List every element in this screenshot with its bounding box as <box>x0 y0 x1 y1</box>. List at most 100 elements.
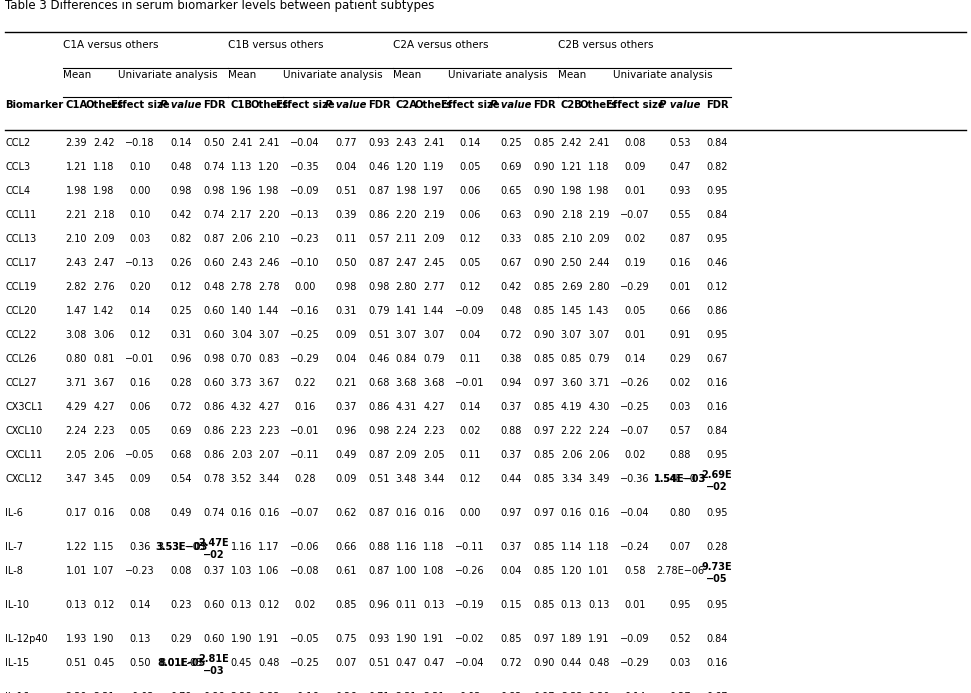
Text: −0.09: −0.09 <box>620 634 650 644</box>
Text: 0.84: 0.84 <box>706 634 727 644</box>
Text: 0.00: 0.00 <box>459 508 481 518</box>
Text: 0.01: 0.01 <box>624 186 646 196</box>
Text: 2.17: 2.17 <box>231 210 252 220</box>
Text: 0.51: 0.51 <box>368 330 389 340</box>
Text: 1.14: 1.14 <box>561 542 583 552</box>
Text: 3.06: 3.06 <box>93 330 115 340</box>
Text: 0.49: 0.49 <box>170 508 191 518</box>
Text: 0.13: 0.13 <box>423 600 445 610</box>
Text: Others: Others <box>85 100 123 110</box>
Text: 0.82: 0.82 <box>706 162 727 172</box>
Text: 0.25: 0.25 <box>500 138 521 148</box>
Text: 2.81E: 2.81E <box>199 654 229 664</box>
Text: 4.31: 4.31 <box>396 402 418 412</box>
Text: 0.42: 0.42 <box>170 210 191 220</box>
Text: −05: −05 <box>706 574 728 584</box>
Text: 0.01: 0.01 <box>624 600 646 610</box>
Text: 2.31: 2.31 <box>93 692 115 693</box>
Text: −0.36: −0.36 <box>620 474 650 484</box>
Text: −0.16: −0.16 <box>290 692 319 693</box>
Text: CCL17: CCL17 <box>5 258 36 268</box>
Text: −0.05: −0.05 <box>290 634 319 644</box>
Text: 0.88: 0.88 <box>500 426 521 436</box>
Text: 1.08: 1.08 <box>423 566 445 576</box>
Text: 0.85: 0.85 <box>533 474 554 484</box>
Text: 3.67: 3.67 <box>93 378 115 388</box>
Text: 2.44: 2.44 <box>588 258 610 268</box>
Text: 0.71: 0.71 <box>368 692 389 693</box>
Text: IL-15: IL-15 <box>5 658 29 668</box>
Text: 0.17: 0.17 <box>66 508 87 518</box>
Text: C1B versus others: C1B versus others <box>228 40 323 50</box>
Text: FDR: FDR <box>533 100 555 110</box>
Text: IL-16: IL-16 <box>5 692 29 693</box>
Text: Mean: Mean <box>228 70 256 80</box>
Text: 2.06: 2.06 <box>588 450 610 460</box>
Text: 4.29: 4.29 <box>66 402 87 412</box>
Text: 1.90: 1.90 <box>93 634 115 644</box>
Text: 0.04: 0.04 <box>335 354 356 364</box>
Text: 0.60: 0.60 <box>203 378 224 388</box>
Text: 1.47: 1.47 <box>66 306 87 316</box>
Text: 0.85: 0.85 <box>533 402 554 412</box>
Text: 2.78E−06: 2.78E−06 <box>656 566 704 576</box>
Text: 0.04: 0.04 <box>500 566 521 576</box>
Text: −0.25: −0.25 <box>290 658 319 668</box>
Text: 0.95: 0.95 <box>706 186 727 196</box>
Text: 1.98: 1.98 <box>93 186 115 196</box>
Text: −0.26: −0.26 <box>455 566 485 576</box>
Text: −03: −03 <box>203 667 225 676</box>
Text: 0.97: 0.97 <box>533 378 554 388</box>
Text: 1.18: 1.18 <box>588 162 610 172</box>
Text: 0.37: 0.37 <box>203 566 224 576</box>
Text: 0.52: 0.52 <box>669 634 690 644</box>
Text: 0.01: 0.01 <box>669 282 690 292</box>
Text: −0.25: −0.25 <box>620 402 650 412</box>
Text: 4.27: 4.27 <box>258 402 280 412</box>
Text: 0.02: 0.02 <box>669 378 690 388</box>
Text: 0.09: 0.09 <box>624 162 646 172</box>
Text: 0.16: 0.16 <box>294 402 316 412</box>
Text: 0.04: 0.04 <box>335 162 356 172</box>
Text: Others: Others <box>580 100 618 110</box>
Text: 0.02: 0.02 <box>459 426 481 436</box>
Text: 0.98: 0.98 <box>368 426 389 436</box>
Text: 0.85: 0.85 <box>533 450 554 460</box>
Text: 0.19: 0.19 <box>624 258 646 268</box>
Text: 0.11: 0.11 <box>396 600 418 610</box>
Text: 2.18: 2.18 <box>93 210 115 220</box>
Text: 0.47: 0.47 <box>423 658 445 668</box>
Text: CCL4: CCL4 <box>5 186 30 196</box>
Text: 0.69: 0.69 <box>500 162 521 172</box>
Text: 2.20: 2.20 <box>396 210 418 220</box>
Text: 0.98: 0.98 <box>368 282 389 292</box>
Text: 4.19: 4.19 <box>561 402 583 412</box>
Text: 0.16: 0.16 <box>129 378 151 388</box>
Text: 0.48: 0.48 <box>258 658 280 668</box>
Text: 0.72: 0.72 <box>500 658 521 668</box>
Text: 4.27: 4.27 <box>423 402 445 412</box>
Text: 0.97: 0.97 <box>533 508 554 518</box>
Text: −0.07: −0.07 <box>620 426 650 436</box>
Text: 1.01: 1.01 <box>66 566 87 576</box>
Text: 0.86: 0.86 <box>368 402 389 412</box>
Text: 3.45: 3.45 <box>93 474 115 484</box>
Text: 0.54: 0.54 <box>170 474 191 484</box>
Text: 0.21: 0.21 <box>335 378 356 388</box>
Text: 0.77: 0.77 <box>335 138 356 148</box>
Text: 0.60: 0.60 <box>203 634 224 644</box>
Text: 0.98: 0.98 <box>203 354 224 364</box>
Text: 0.78: 0.78 <box>203 474 224 484</box>
Text: 0.16: 0.16 <box>588 508 610 518</box>
Text: 0.08: 0.08 <box>624 138 646 148</box>
Text: 8.01E-05: 8.01E-05 <box>159 658 203 668</box>
Text: 0.15: 0.15 <box>500 600 521 610</box>
Text: 2.47: 2.47 <box>93 258 115 268</box>
Text: 0.16: 0.16 <box>258 508 280 518</box>
Text: 0.87: 0.87 <box>203 234 224 244</box>
Text: CCL20: CCL20 <box>5 306 36 316</box>
Text: 2.42: 2.42 <box>560 138 583 148</box>
Text: 3.53E−03: 3.53E−03 <box>155 542 207 552</box>
Text: 0.16: 0.16 <box>669 258 690 268</box>
Text: −0.26: −0.26 <box>620 378 650 388</box>
